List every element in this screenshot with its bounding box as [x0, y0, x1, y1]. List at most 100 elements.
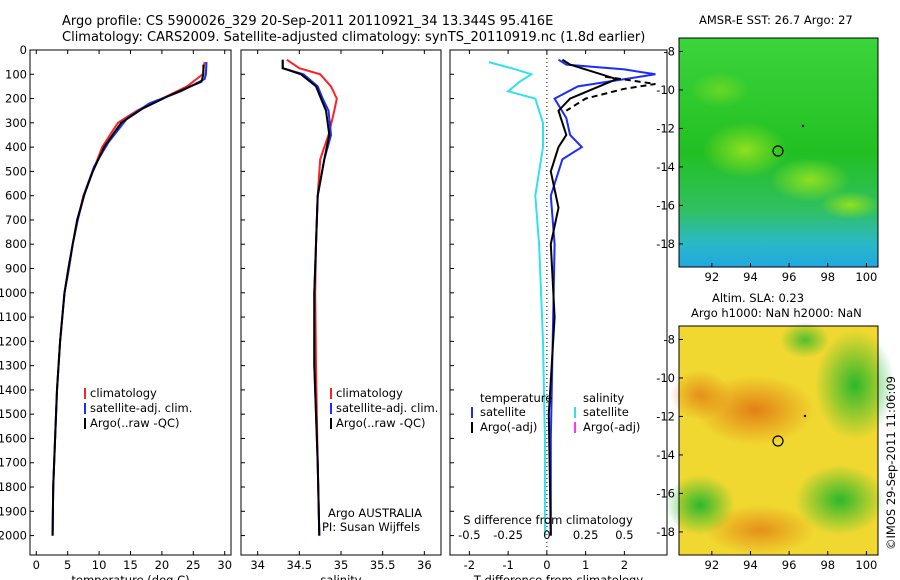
temperature-ytick-label: 1100 [0, 310, 27, 324]
series-argo-raw-qc- [51, 64, 205, 536]
legend-label: Argo(-adj) [583, 420, 640, 434]
series-argo-raw-qc- [281, 59, 331, 536]
temperature-ytick-label: 1500 [0, 407, 27, 421]
legend-label: Argo(-adj) [480, 420, 537, 434]
map-xtick-label: 98 [820, 558, 835, 572]
temperature-xtick-label: 25 [186, 558, 201, 572]
s-tick-label: -0.5 [458, 528, 480, 542]
difference-xlabel: T difference from climatology [473, 573, 644, 580]
difference-xtick-label: -2 [464, 558, 475, 572]
difference-xtick-label: 2 [621, 558, 628, 572]
map-xtick-label: 100 [855, 558, 877, 572]
map-ytick-label: -16 [656, 486, 675, 500]
temperature-ytick-label: 600 [5, 189, 27, 203]
imos-timestamp: ©IMOS 29-Sep-2011 11:06:09 [884, 376, 898, 550]
salinity-xtick-label: 35.5 [370, 558, 396, 572]
map-xtick-label: 96 [782, 270, 797, 284]
temperature-xtick-label: 20 [155, 558, 170, 572]
temperature-ytick-label: 900 [5, 262, 27, 276]
argo-position-marker-sla [772, 435, 784, 447]
map-ytick-label: -10 [656, 371, 675, 385]
series-temperature-argo [547, 58, 620, 536]
temperature-ytick-label: 300 [5, 116, 27, 130]
map-ytick-label: -14 [656, 160, 675, 174]
map-ytick-label: -10 [656, 83, 675, 97]
temperature-ytick-label: 100 [5, 67, 27, 81]
temperature-ytick-label: 700 [5, 213, 27, 227]
series-climatology [51, 61, 206, 536]
legend-label: satellite-adj. clim. [90, 401, 192, 415]
temperature-ytick-label: 1300 [0, 359, 27, 373]
sla-map-title-line1: Altim. SLA: 0.23 [712, 291, 804, 305]
map-xtick-label: 92 [705, 558, 720, 572]
s-tick-label: 0.5 [615, 528, 633, 542]
temperature-ytick-label: 1700 [0, 456, 27, 470]
map-ytick-label: -12 [656, 409, 675, 423]
salinity-xtick-label: 34.5 [287, 558, 313, 572]
s-tick-label: 0 [543, 528, 550, 542]
series-temperature-argo-dashed [565, 75, 656, 112]
temperature-frame [29, 49, 232, 556]
sst-map [678, 37, 880, 268]
legend-label: satellite [583, 405, 629, 419]
panel-difference: -2 -1 0 1 2T difference from climatology temp… [449, 49, 668, 580]
map-ytick-label: -18 [656, 237, 675, 251]
difference-xlabel-top: S difference from climatology [463, 513, 633, 527]
panel-salinity: 34 34.5 35 35.5 36 salinity climatologysatelli… [240, 49, 442, 580]
temperature-ytick-label: 1600 [0, 431, 27, 445]
temperature-ytick-label: 500 [5, 164, 27, 178]
series-climatology [286, 58, 338, 536]
map-xtick-label: 94 [743, 270, 758, 284]
panel-temperature: 0 5 10 15 20 25 300100200300400500600700800900… [0, 43, 232, 580]
difference-xtick-label: -1 [502, 558, 513, 572]
figure-title-line2: Climatology: CARS2009. Satellite-adjuste… [62, 30, 646, 45]
map-xtick-label: 92 [705, 270, 720, 284]
difference-xtick-label: 1 [582, 558, 589, 572]
map-xtick-label: 96 [782, 558, 797, 572]
temperature-ytick-label: 2000 [0, 529, 27, 543]
temperature-xtick-label: 0 [33, 558, 40, 572]
temperature-ytick-label: 1200 [0, 334, 27, 348]
annotation-line1: Argo AUSTRALIA [328, 506, 422, 520]
temperature-xtick-label: 10 [92, 558, 107, 572]
temperature-xlabel: temperature (deg C) [71, 573, 189, 580]
series-temperature-satellite [549, 58, 656, 536]
legend-label: climatology [336, 386, 403, 400]
map-xtick-label: 94 [743, 558, 758, 572]
legend-label: climatology [90, 386, 157, 400]
legend-label: satellite-adj. clim. [336, 401, 438, 415]
legend-title-salinity: salinity [583, 391, 624, 405]
sla-map [665, 322, 895, 556]
salinity-xtick-label: 36 [417, 558, 432, 572]
series-salinity-satellite [488, 61, 546, 536]
temperature-ytick-label: 1400 [0, 383, 27, 397]
temperature-ytick-label: 0 [20, 43, 27, 57]
salinity-xlabel: salinity [320, 573, 361, 580]
series-satellite-adj-clim- [51, 62, 208, 536]
map-xtick-label: 98 [820, 270, 835, 284]
map-ytick-label: -8 [664, 44, 675, 58]
s-tick-label: 0.25 [573, 528, 599, 542]
map-ytick-label: -12 [656, 121, 675, 135]
figure-title-line1: Argo profile: CS 5900026_329 20-Sep-2011… [62, 14, 554, 29]
map-ytick-label: -8 [664, 332, 675, 346]
map-ytick-label: -18 [656, 525, 675, 539]
map-xtick-label: 100 [855, 270, 877, 284]
temperature-ytick-label: 400 [5, 140, 27, 154]
sst-map-title: AMSR-E SST: 26.7 Argo: 27 [699, 13, 853, 27]
series-satellite-adj-clim- [281, 59, 333, 536]
temperature-xtick-label: 30 [217, 558, 232, 572]
map-ytick-label: -14 [656, 448, 675, 462]
temperature-ytick-label: 200 [5, 92, 27, 106]
legend-label: satellite [480, 405, 526, 419]
salinity-frame [240, 49, 442, 556]
temperature-xtick-label: 15 [123, 558, 138, 572]
salinity-xtick-label: 34 [250, 558, 265, 572]
difference-frame [449, 49, 668, 556]
argo-position-marker [772, 145, 784, 157]
sla-map-title-line2: Argo h1000: NaN h2000: NaN [691, 306, 862, 320]
legend-title-temperature: temperature [480, 391, 552, 405]
temperature-ytick-label: 1800 [0, 480, 27, 494]
legend-label: Argo(..raw -QC) [90, 416, 180, 430]
